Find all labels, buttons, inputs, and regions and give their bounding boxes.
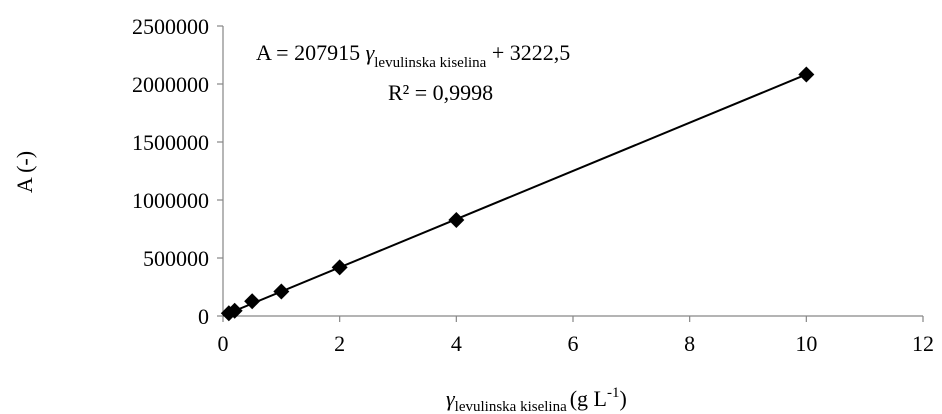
- data-point-diamond: [226, 302, 243, 319]
- x-axis-gamma-symbol: γ: [446, 386, 456, 411]
- x-tick-label: 8: [684, 331, 695, 356]
- y-ticks: 0 500000 1000000 1500000 2000000 2500000: [132, 14, 223, 329]
- data-point-diamond: [798, 66, 815, 83]
- y-axis-title: A (-): [12, 151, 37, 193]
- data-points: [220, 66, 815, 322]
- x-tick-label: 2: [334, 331, 345, 356]
- data-point-diamond: [331, 259, 348, 276]
- y-tick-label: 1000000: [132, 188, 209, 213]
- x-tick-label: 12: [912, 331, 934, 356]
- trendline-group: [222, 73, 807, 317]
- x-ticks: 0 2 4 6 8 10 12: [218, 316, 934, 356]
- y-tick-label: 500000: [143, 246, 209, 271]
- equation-gamma-symbol: γ: [366, 40, 376, 65]
- data-point-diamond: [244, 293, 261, 310]
- x-tick-label: 10: [795, 331, 817, 356]
- x-tick-label: 0: [218, 331, 229, 356]
- x-axis-title: γlevulinska kiselina (g L-1): [446, 385, 627, 414]
- y-tick-label: 1500000: [132, 130, 209, 155]
- x-tick-label: 6: [568, 331, 579, 356]
- regression-equation: A = 207915 γlevulinska kiselina + 3222,5: [256, 40, 570, 71]
- y-tick-label: 0: [198, 304, 209, 329]
- x-axis-subscript: levulinska kiselina: [455, 399, 567, 414]
- data-point-diamond: [448, 211, 465, 228]
- x-axis-unit-exponent: -1: [607, 385, 620, 401]
- x-tick-label: 4: [451, 331, 462, 356]
- equation-subscript: levulinska kiselina: [374, 55, 486, 71]
- y-tick-label: 2500000: [132, 14, 209, 39]
- r-squared-label: R² = 0,9998: [388, 80, 493, 105]
- data-point-diamond: [273, 283, 290, 300]
- y-tick-label: 2000000: [132, 72, 209, 97]
- linear-trendline: [222, 73, 807, 317]
